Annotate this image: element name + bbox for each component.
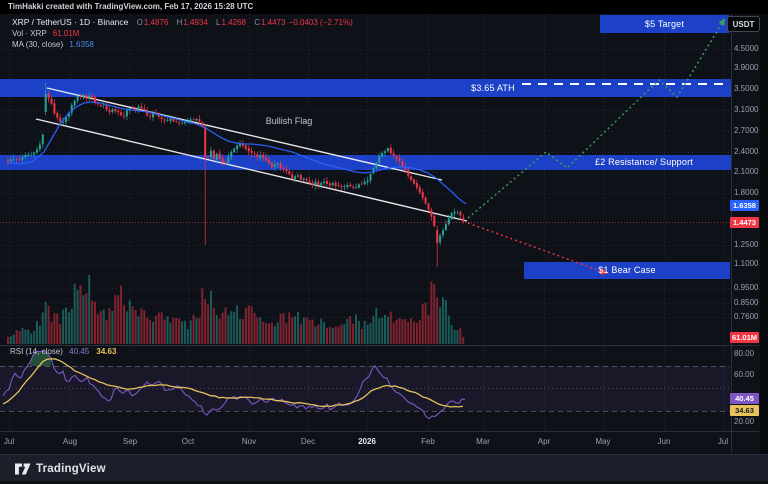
right-edge-strip	[760, 14, 768, 454]
ma-value: 1.6358	[69, 40, 94, 49]
change-value: −0.0403 (−2.71%)	[288, 18, 353, 27]
footer-bar: TradingView	[0, 454, 768, 484]
time-tick-May: May	[595, 437, 611, 446]
rsi-ma-value: 34.63	[96, 347, 117, 356]
ohlc-high-value: 1.4934	[183, 18, 208, 27]
price-tick-1.2500: 1.2500	[734, 240, 759, 249]
time-tick-Mar: Mar	[476, 437, 490, 446]
legend-row-ma[interactable]: MA (30, close) 1.6358	[12, 39, 353, 50]
volume-label: Vol · XRP	[12, 29, 47, 38]
ohlc-open-label: O	[136, 18, 143, 27]
price-tick-2.4000: 2.4000	[734, 147, 759, 156]
ohlc-high-label: H	[176, 18, 183, 27]
ohlc-close-value: 1.4473	[260, 18, 286, 27]
symbol-legend[interactable]: XRP / TetherUS · 1D · Binance O1.4876 H1…	[12, 17, 353, 50]
drawing-bear-case-label[interactable]: $1 Bear Case	[598, 264, 656, 275]
price-tick-2.1000: 2.1000	[734, 167, 759, 176]
ohlc-low-value: 1.4268	[221, 18, 246, 27]
price-tick-2.7000: 2.7000	[734, 126, 759, 135]
tradingview-logo[interactable]: TradingView	[14, 462, 106, 476]
tradingview-logo-icon	[15, 463, 31, 475]
time-tick-2026: 2026	[358, 437, 376, 446]
price-tick-1.8000: 1.8000	[734, 188, 759, 197]
drawing-ath-label[interactable]: $3.65 ATH	[471, 83, 515, 93]
rsi-legend[interactable]: RSI (14, close) 40.45 34.63	[10, 347, 116, 357]
ma-label: MA (30, close)	[12, 40, 64, 49]
attribution-bar: TimHakki created with TradingView.com, F…	[0, 0, 768, 14]
price-tag-1.6358: 1.6358	[730, 199, 759, 211]
legend-row-volume[interactable]: Vol · XRP 61.01M	[12, 28, 353, 39]
ohlc-close-label: C	[254, 18, 260, 27]
price-tag-1.4473: 1.4473	[730, 216, 759, 228]
price-tick-0.7600: 0.7600	[734, 312, 759, 321]
price-tick-4.5000: 4.5000	[734, 44, 759, 53]
rsi-value: 40.45	[69, 347, 90, 356]
tradingview-brand-text: TradingView	[36, 463, 106, 475]
time-tick-Nov: Nov	[241, 437, 257, 446]
time-tick-Feb: Feb	[421, 437, 435, 446]
ohlc-low-label: L	[216, 18, 221, 27]
time-axis[interactable]: Jul Aug Sep Oct Nov Dec 2026 Feb Mar Apr May Jun Jul	[0, 431, 768, 453]
price-tick-0.8500: 0.8500	[734, 298, 759, 307]
time-tick-Oct: Oct	[181, 437, 195, 446]
drawing-resistance-label[interactable]: £2 Resistance/ Support	[595, 157, 693, 167]
attribution-text: TimHakki created with TradingView.com, F…	[8, 2, 254, 11]
time-tick-Jun: Jun	[657, 437, 671, 446]
rsi-label: RSI (14, close)	[10, 347, 63, 356]
price-axis[interactable]: 4.5000 3.9000 3.5000 3.1000 2.7000 2.4000 2.10…	[730, 0, 766, 453]
price-chart-canvas[interactable]	[0, 0, 768, 454]
time-tick-Dec: Dec	[300, 437, 316, 446]
symbol-title[interactable]: XRP / TetherUS · 1D · Binance	[12, 17, 129, 27]
volume-value: 61.01M	[52, 29, 80, 38]
legend-row-symbol[interactable]: XRP / TetherUS · 1D · Binance O1.4876 H1…	[12, 17, 353, 28]
time-tick-Sep: Sep	[122, 437, 138, 446]
price-tick-1.1000: 1.1000	[734, 259, 759, 268]
price-tag-40.45: 40.45	[730, 392, 759, 404]
time-tick-Apr: Apr	[537, 437, 551, 446]
price-tick-3.1000: 3.1000	[734, 105, 759, 114]
price-tick-20.00: 20.00	[734, 417, 755, 426]
time-tick-Jul: Jul	[717, 437, 729, 446]
time-tick-Jul: Jul	[3, 437, 15, 446]
price-tick-0.9500: 0.9500	[734, 283, 759, 292]
price-tick-60.00: 60.00	[734, 370, 755, 379]
price-tick-80.00: 80.00	[734, 349, 755, 358]
time-tick-Aug: Aug	[62, 437, 78, 446]
price-tick-3.5000: 3.5000	[734, 84, 759, 93]
price-tick-3.9000: 3.9000	[734, 63, 759, 72]
drawing-target-label[interactable]: $5 Target	[644, 19, 685, 29]
price-tag-34.63: 34.63	[730, 404, 759, 416]
price-tag-61.01M: 61.01M	[730, 331, 759, 343]
drawing-bullish-flag-text[interactable]: Bullish Flag	[265, 116, 313, 126]
footer-bottom-strip	[0, 481, 768, 484]
currency-unit-button[interactable]: USDT	[727, 16, 760, 32]
ohlc-open-value: 1.4876	[143, 18, 169, 27]
